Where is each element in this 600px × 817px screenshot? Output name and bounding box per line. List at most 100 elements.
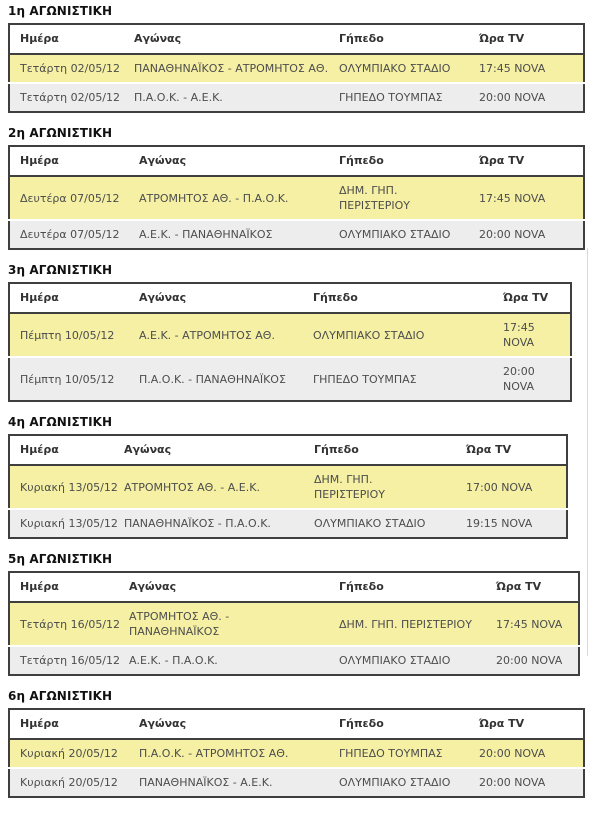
- fixture-time: 17:45 NOVA: [486, 602, 579, 646]
- fixture-day: Δευτέρα 07/05/12: [9, 219, 129, 249]
- fixture-day: Πέμπτη 10/05/12: [9, 356, 129, 401]
- column-header-day: Ημέρα: [9, 283, 129, 314]
- column-header-venue: Γήπεδο: [304, 435, 456, 466]
- fixture-time: 20:00 NOVA: [469, 739, 584, 768]
- column-header-time: Ώρα TV: [456, 435, 567, 466]
- column-header-venue: Γήπεδο: [329, 572, 486, 603]
- fixtures-table: Ημέρα Αγώνας Γήπεδο Ώρα TV Πέμπτη 10/05/…: [8, 282, 572, 402]
- fixture-match: Α.Ε.Κ. - Π.Α.Ο.Κ.: [119, 645, 329, 675]
- column-header-time: Ώρα TV: [469, 146, 584, 177]
- column-header-match: Αγώνας: [129, 709, 329, 740]
- fixture-time: 17:45 NOVA: [469, 54, 584, 83]
- fixture-day: Κυριακή 20/05/12: [9, 739, 129, 768]
- matchday-section-6: 6η ΑΓΩΝΙΣΤΙΚΗ Ημέρα Αγώνας Γήπεδο Ώρα TV…: [8, 689, 600, 798]
- fixture-venue: ΟΛΥΜΠΙΑΚΟ ΣΤΑΔΙΟ: [304, 508, 456, 538]
- column-header-time: Ώρα TV: [486, 572, 579, 603]
- fixture-row: Κυριακή 20/05/12 Π.Α.Ο.Κ. - ΑΤΡΟΜΗΤΟΣ ΑΘ…: [9, 739, 584, 768]
- fixture-day: Τετάρτη 16/05/12: [9, 645, 120, 675]
- matchday-section-5: 5η ΑΓΩΝΙΣΤΙΚΗ Ημέρα Αγώνας Γήπεδο Ώρα TV…: [8, 552, 600, 676]
- column-header-time: Ώρα TV: [493, 283, 571, 314]
- fixture-time: 17:00 NOVA: [456, 465, 567, 509]
- fixture-match: Π.Α.Ο.Κ. - ΠΑΝΑΘΗΝΑΪΚΟΣ: [129, 356, 303, 401]
- column-header-day: Ημέρα: [9, 709, 129, 740]
- fixture-match: ΠΑΝΑΘΗΝΑΪΚΟΣ - Α.Ε.Κ.: [129, 767, 329, 797]
- fixture-venue: ΟΛΥΜΠΙΑΚΟ ΣΤΑΔΙΟ: [303, 313, 493, 357]
- fixture-venue: ΟΛΥΜΠΙΑΚΟ ΣΤΑΔΙΟ: [329, 54, 469, 83]
- fixture-day: Κυριακή 13/05/12: [9, 508, 118, 538]
- fixture-day: Κυριακή 13/05/12: [9, 465, 118, 509]
- container-edge-line: [587, 248, 588, 656]
- fixture-venue: ΓΗΠΕΔΟ ΤΟΥΜΠΑΣ: [329, 739, 469, 768]
- column-header-venue: Γήπεδο: [329, 146, 469, 177]
- fixtures-table: Ημέρα Αγώνας Γήπεδο Ώρα TV Τετάρτη 16/05…: [8, 571, 580, 676]
- column-header-day: Ημέρα: [9, 146, 129, 177]
- column-header-day: Ημέρα: [9, 435, 114, 466]
- fixture-time: 17:45 NOVA: [469, 176, 584, 220]
- fixture-day: Πέμπτη 10/05/12: [9, 313, 129, 357]
- fixture-day: Δευτέρα 07/05/12: [9, 176, 129, 220]
- fixture-venue: ΟΛΥΜΠΙΑΚΟ ΣΤΑΔΙΟ: [329, 645, 486, 675]
- fixture-row: Δευτέρα 07/05/12 ΑΤΡΟΜΗΤΟΣ ΑΘ. - Π.Α.Ο.Κ…: [9, 176, 584, 220]
- column-header-match: Αγώνας: [129, 283, 303, 314]
- fixture-day: Τετάρτη 02/05/12: [9, 54, 124, 83]
- matchday-section-3: 3η ΑΓΩΝΙΣΤΙΚΗ Ημέρα Αγώνας Γήπεδο Ώρα TV…: [8, 263, 600, 402]
- fixture-time: 20:00 NOVA: [469, 219, 584, 249]
- fixture-time: 20:00 NOVA: [469, 767, 584, 797]
- fixture-day: Τετάρτη 16/05/12: [9, 602, 120, 646]
- matchday-section-1: 1η ΑΓΩΝΙΣΤΙΚΗ Ημέρα Αγώνας Γήπεδο Ώρα TV…: [8, 4, 600, 113]
- column-header-match: Αγώνας: [124, 24, 329, 55]
- fixture-time: 20:00 NOVA: [493, 356, 571, 401]
- column-header-venue: Γήπεδο: [329, 709, 469, 740]
- fixture-time: 17:45 NOVA: [493, 313, 571, 357]
- fixture-row: Κυριακή 13/05/12 ΠΑΝΑΘΗΝΑΪΚΟΣ - Π.Α.Ο.Κ.…: [9, 508, 567, 538]
- column-header-venue: Γήπεδο: [303, 283, 493, 314]
- fixture-time: 20:00 NOVA: [469, 82, 584, 112]
- fixture-venue: ΔΗΜ. ΓΗΠ. ΠΕΡΙΣΤΕΡΙΟΥ: [304, 465, 456, 509]
- table-header-row: Ημέρα Αγώνας Γήπεδο Ώρα TV: [9, 146, 584, 177]
- fixtures-table: Ημέρα Αγώνας Γήπεδο Ώρα TV Δευτέρα 07/05…: [8, 145, 585, 250]
- column-header-day: Ημέρα: [9, 24, 124, 55]
- fixture-row: Δευτέρα 07/05/12 Α.Ε.Κ. - ΠΑΝΑΘΗΝΑΪΚΟΣ Ο…: [9, 219, 584, 249]
- fixture-row: Τετάρτη 02/05/12 Π.Α.Ο.Κ. - Α.Ε.Κ. ΓΗΠΕΔ…: [9, 82, 584, 112]
- table-header-row: Ημέρα Αγώνας Γήπεδο Ώρα TV: [9, 709, 584, 740]
- matchday-section-2: 2η ΑΓΩΝΙΣΤΙΚΗ Ημέρα Αγώνας Γήπεδο Ώρα TV…: [8, 126, 600, 250]
- table-header-row: Ημέρα Αγώνας Γήπεδο Ώρα TV: [9, 435, 567, 466]
- fixture-match: ΠΑΝΑΘΗΝΑΪΚΟΣ - Π.Α.Ο.Κ.: [114, 508, 304, 538]
- fixture-match: Α.Ε.Κ. - ΑΤΡΟΜΗΤΟΣ ΑΘ.: [129, 313, 303, 357]
- fixture-venue: ΟΛΥΜΠΙΑΚΟ ΣΤΑΔΙΟ: [329, 767, 469, 797]
- fixtures-table: Ημέρα Αγώνας Γήπεδο Ώρα TV Τετάρτη 02/05…: [8, 23, 585, 113]
- table-header-row: Ημέρα Αγώνας Γήπεδο Ώρα TV: [9, 283, 571, 314]
- fixture-row: Πέμπτη 10/05/12 Π.Α.Ο.Κ. - ΠΑΝΑΘΗΝΑΪΚΟΣ …: [9, 356, 571, 401]
- fixture-match: Π.Α.Ο.Κ. - ΑΤΡΟΜΗΤΟΣ ΑΘ.: [129, 739, 329, 768]
- fixture-row: Πέμπτη 10/05/12 Α.Ε.Κ. - ΑΤΡΟΜΗΤΟΣ ΑΘ. Ο…: [9, 313, 571, 357]
- fixture-time: 20:00 NOVA: [486, 645, 579, 675]
- column-header-venue: Γήπεδο: [329, 24, 469, 55]
- fixture-day: Κυριακή 20/05/12: [9, 767, 129, 797]
- column-header-match: Αγώνας: [114, 435, 304, 466]
- fixtures-table: Ημέρα Αγώνας Γήπεδο Ώρα TV Κυριακή 13/05…: [8, 434, 568, 539]
- fixture-match: ΑΤΡΟΜΗΤΟΣ ΑΘ. - ΠΑΝΑΘΗΝΑΪΚΟΣ: [119, 602, 329, 646]
- column-header-match: Αγώνας: [129, 146, 329, 177]
- table-header-row: Ημέρα Αγώνας Γήπεδο Ώρα TV: [9, 572, 579, 603]
- fixture-match: ΑΤΡΟΜΗΤΟΣ ΑΘ. - Π.Α.Ο.Κ.: [129, 176, 329, 220]
- fixtures-table: Ημέρα Αγώνας Γήπεδο Ώρα TV Κυριακή 20/05…: [8, 708, 585, 798]
- column-header-match: Αγώνας: [119, 572, 329, 603]
- fixture-row: Τετάρτη 02/05/12 ΠΑΝΑΘΗΝΑΪΚΟΣ - ΑΤΡΟΜΗΤΟ…: [9, 54, 584, 83]
- matchday-title: 6η ΑΓΩΝΙΣΤΙΚΗ: [8, 689, 113, 703]
- fixture-row: Τετάρτη 16/05/12 ΑΤΡΟΜΗΤΟΣ ΑΘ. - ΠΑΝΑΘΗΝ…: [9, 602, 579, 646]
- fixture-row: Κυριακή 13/05/12 ΑΤΡΟΜΗΤΟΣ ΑΘ. - Α.Ε.Κ. …: [9, 465, 567, 509]
- fixture-venue: ΔΗΜ. ΓΗΠ. ΠΕΡΙΣΤΕΡΙΟΥ: [329, 602, 486, 646]
- matchday-title: 5η ΑΓΩΝΙΣΤΙΚΗ: [8, 552, 113, 566]
- fixture-venue: ΟΛΥΜΠΙΑΚΟ ΣΤΑΔΙΟ: [329, 219, 469, 249]
- matchday-title: 4η ΑΓΩΝΙΣΤΙΚΗ: [8, 415, 113, 429]
- fixture-match: ΑΤΡΟΜΗΤΟΣ ΑΘ. - Α.Ε.Κ.: [114, 465, 304, 509]
- fixture-time: 19:15 NOVA: [456, 508, 567, 538]
- fixture-match: Π.Α.Ο.Κ. - Α.Ε.Κ.: [124, 82, 329, 112]
- column-header-time: Ώρα TV: [469, 709, 584, 740]
- column-header-time: Ώρα TV: [469, 24, 584, 55]
- fixture-venue: ΔΗΜ. ΓΗΠ. ΠΕΡΙΣΤΕΡΙΟΥ: [329, 176, 469, 220]
- fixture-venue: ΓΗΠΕΔΟ ΤΟΥΜΠΑΣ: [303, 356, 493, 401]
- fixture-day: Τετάρτη 02/05/12: [9, 82, 124, 112]
- matchday-title: 3η ΑΓΩΝΙΣΤΙΚΗ: [8, 263, 113, 277]
- matchday-title: 2η ΑΓΩΝΙΣΤΙΚΗ: [8, 126, 113, 140]
